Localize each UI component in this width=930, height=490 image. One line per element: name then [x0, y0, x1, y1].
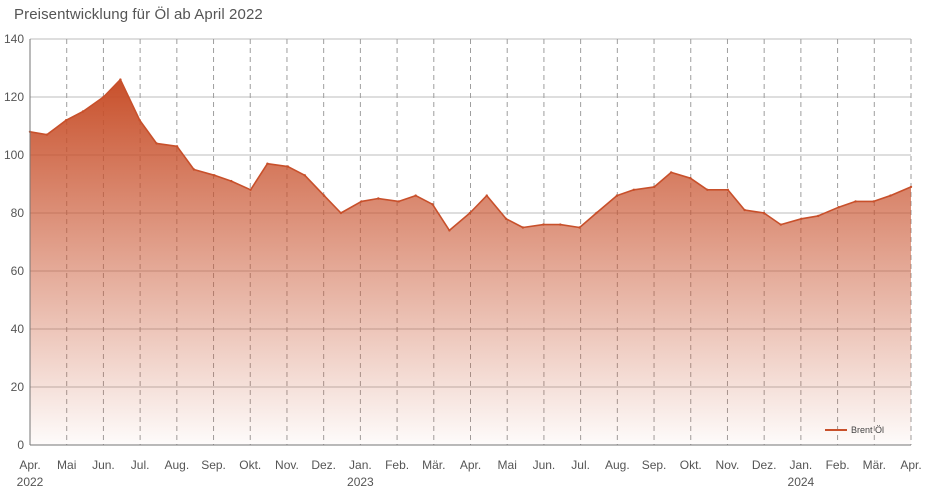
x-tick-year-label: 2024 [788, 475, 815, 489]
x-tick-label: Dez. [752, 458, 777, 472]
data-point [615, 194, 619, 197]
x-tick-year-label: 2022 [17, 475, 44, 489]
x-tick-label: Jul. [571, 458, 590, 472]
data-point [266, 162, 269, 165]
data-point [485, 194, 488, 197]
y-tick-label: 80 [11, 206, 25, 220]
data-point [138, 119, 141, 122]
data-point [689, 177, 692, 180]
data-point [213, 174, 216, 177]
y-tick-label: 120 [4, 90, 24, 104]
data-point [632, 188, 636, 191]
x-tick-label: Sep. [201, 458, 226, 472]
legend-label: Brent Öl [851, 425, 884, 435]
data-point [854, 200, 857, 203]
data-point [431, 203, 434, 206]
x-tick-label: Apr. [900, 458, 921, 472]
data-point [653, 185, 656, 189]
data-point [762, 211, 766, 215]
data-point [726, 188, 730, 191]
data-point [360, 200, 363, 203]
data-point [155, 142, 158, 145]
data-point [468, 211, 472, 215]
data-point [45, 133, 49, 136]
y-tick-label: 0 [17, 438, 24, 452]
data-point [102, 95, 105, 99]
x-tick-label: Aug. [605, 458, 630, 472]
legend: Brent Öl [825, 425, 884, 435]
x-tick-label: Okt. [239, 458, 261, 472]
y-tick-label: 20 [11, 380, 25, 394]
x-tick-label: Apr. [19, 458, 40, 472]
x-tick-label: Mai [57, 458, 76, 472]
data-point [249, 188, 252, 191]
chart-title: Preisentwicklung für Öl ab April 2022 [14, 6, 263, 23]
data-point [779, 223, 783, 226]
x-tick-label: Dez. [311, 458, 336, 472]
data-point [175, 145, 179, 148]
data-point [837, 206, 840, 209]
x-tick-label: Aug. [164, 458, 189, 472]
data-point [64, 119, 68, 122]
data-point [595, 211, 598, 215]
x-tick-label: Jan. [790, 458, 813, 472]
data-point [286, 165, 290, 168]
data-point [578, 226, 581, 229]
data-point [192, 168, 196, 171]
data-point [303, 174, 306, 177]
series-area-brent [30, 79, 911, 445]
x-tick-label: Nov. [275, 458, 299, 472]
x-tick-label: Mär. [863, 458, 886, 472]
y-tick-label: 100 [4, 148, 24, 162]
x-tick-labels: Apr. 2022 Mai Jun. Jul. Aug. Sep. Okt. Nov. Dez. J… [17, 458, 922, 489]
x-tick-label: Mär. [422, 458, 445, 472]
x-tick-label: Apr. [460, 458, 481, 472]
x-tick-label: Jun. [92, 458, 115, 472]
data-point [339, 211, 343, 215]
data-point [377, 197, 380, 200]
axes [29, 39, 911, 446]
data-point [706, 188, 709, 191]
data-point [889, 194, 892, 197]
x-tick-label: Jun. [533, 458, 556, 472]
x-tick-label: Jan. [349, 458, 372, 472]
data-point [872, 200, 875, 203]
data-point [800, 217, 803, 220]
data-point [669, 171, 673, 174]
data-point [397, 200, 400, 203]
data-point [448, 229, 451, 232]
x-tick-label: Nov. [716, 458, 740, 472]
data-point [909, 185, 913, 189]
y-tick-label: 140 [4, 32, 24, 46]
x-tick-label: Mai [498, 458, 517, 472]
data-point [322, 194, 326, 197]
data-point [542, 223, 545, 226]
data-point [521, 226, 525, 229]
x-tick-year-label: 2023 [347, 475, 374, 489]
data-point [504, 217, 508, 220]
area-layer [28, 78, 913, 445]
data-point [743, 208, 746, 212]
data-point [816, 214, 820, 218]
x-tick-label: Jul. [131, 458, 150, 472]
x-tick-label: Okt. [680, 458, 702, 472]
x-tick-label: Feb. [385, 458, 409, 472]
y-tick-label: 60 [11, 264, 25, 278]
data-point [230, 179, 233, 183]
y-tick-label: 40 [11, 322, 25, 336]
x-tick-label: Sep. [642, 458, 667, 472]
data-point [81, 110, 85, 113]
x-tick-label: Feb. [826, 458, 850, 472]
data-point [414, 194, 417, 197]
data-point [119, 78, 122, 81]
y-tick-labels: 0 20 40 60 80 100 120 140 [4, 32, 24, 452]
data-point [559, 223, 562, 226]
